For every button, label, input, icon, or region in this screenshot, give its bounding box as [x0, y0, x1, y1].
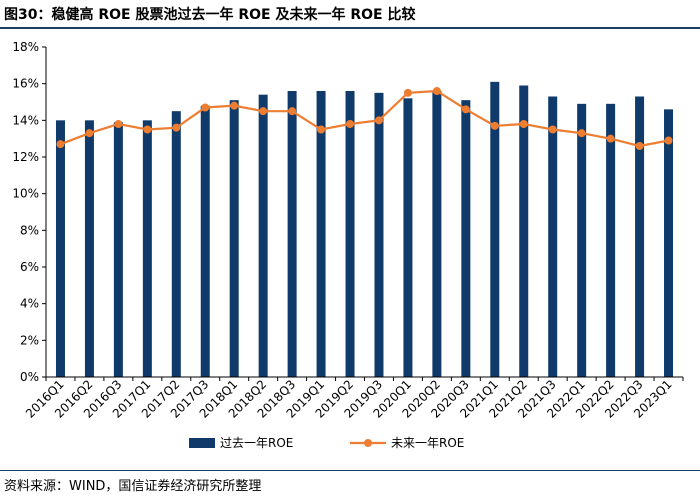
bar-2016Q1 — [55, 120, 65, 377]
bar-2017Q2 — [171, 111, 181, 378]
line-series-future-roe — [56, 87, 673, 150]
point-2016Q1 — [56, 140, 65, 149]
bar-2018Q2 — [258, 94, 268, 378]
bar-2016Q3 — [113, 122, 123, 378]
point-2020Q2 — [432, 87, 441, 95]
bar-2019Q1 — [316, 91, 326, 377]
y-tick-label: 14% — [12, 113, 39, 127]
future-roe-line — [60, 89, 669, 148]
point-2021Q2 — [519, 120, 528, 128]
bar-2020Q1 — [403, 98, 413, 377]
y-tick-label: 16% — [12, 77, 39, 91]
point-2018Q3 — [288, 107, 297, 116]
legend-bar-label: 过去一年ROE — [220, 436, 293, 450]
y-tick-label: 0% — [20, 370, 39, 384]
legend-line-marker — [364, 439, 372, 447]
point-2019Q1 — [317, 125, 326, 134]
point-2020Q1 — [403, 88, 412, 97]
point-2017Q2 — [172, 123, 181, 132]
y-tick-label: 6% — [20, 260, 39, 274]
point-2019Q2 — [346, 120, 355, 128]
y-tick-label: 8% — [20, 223, 39, 237]
y-axis: 0% 2% 4% 6% 8% 10% 12% 14% 16% 18% — [12, 40, 47, 384]
bar-2018Q1 — [229, 100, 239, 378]
point-2016Q3 — [114, 120, 123, 128]
bar-2022Q2 — [606, 103, 616, 377]
y-tick-label: 18% — [12, 40, 39, 54]
y-tick-label: 10% — [12, 187, 39, 201]
bar-2021Q2 — [519, 85, 529, 377]
point-2019Q3 — [374, 116, 383, 125]
source-note: 资料来源：WIND，国信证券经济研究所整理 — [4, 479, 262, 494]
bar-2017Q3 — [200, 105, 210, 378]
point-2022Q2 — [606, 134, 615, 143]
bar-2018Q3 — [287, 91, 297, 377]
legend-bar-swatch — [189, 438, 215, 448]
footer-divider — [0, 470, 700, 471]
legend-line-label: 未来一年ROE — [391, 436, 464, 450]
bar-2021Q1 — [490, 81, 500, 378]
point-2018Q2 — [259, 107, 268, 116]
point-2016Q2 — [85, 129, 94, 138]
bar-series-past-roe — [55, 81, 674, 378]
point-2021Q3 — [548, 125, 557, 134]
bar-2022Q1 — [577, 103, 587, 377]
bar-2020Q2 — [432, 91, 442, 377]
bar-2016Q2 — [84, 120, 94, 377]
bar-2019Q3 — [374, 92, 384, 378]
y-tick-label: 2% — [20, 333, 39, 347]
roe-comparison-chart: 0% 2% 4% 6% 8% 10% 12% 14% 16% 18% 2016Q12016Q220… — [12, 40, 684, 450]
point-2017Q1 — [143, 125, 152, 134]
bar-2021Q3 — [548, 96, 558, 377]
bar-2023Q1 — [664, 109, 674, 377]
bar-2019Q2 — [345, 91, 355, 377]
chart-legend: 过去一年ROE 未来一年ROE — [189, 436, 464, 450]
point-2021Q1 — [490, 121, 499, 130]
point-2020Q3 — [461, 105, 470, 114]
point-2023Q1 — [664, 136, 673, 145]
title-divider — [0, 27, 700, 29]
x-axis: 2016Q12016Q22016Q32017Q12017Q22017Q32018… — [23, 376, 684, 421]
point-2018Q1 — [230, 101, 239, 110]
point-2022Q1 — [577, 129, 586, 138]
point-2017Q3 — [201, 103, 210, 112]
bar-2022Q3 — [635, 96, 645, 377]
y-tick-label: 4% — [20, 297, 39, 311]
y-tick-label: 12% — [12, 150, 39, 164]
bar-2017Q1 — [142, 120, 152, 377]
figure-title: 图30：稳健高 ROE 股票池过去一年 ROE 及未来一年 ROE 比较 — [4, 7, 416, 23]
point-2022Q3 — [635, 142, 644, 150]
bar-2020Q3 — [461, 100, 471, 378]
